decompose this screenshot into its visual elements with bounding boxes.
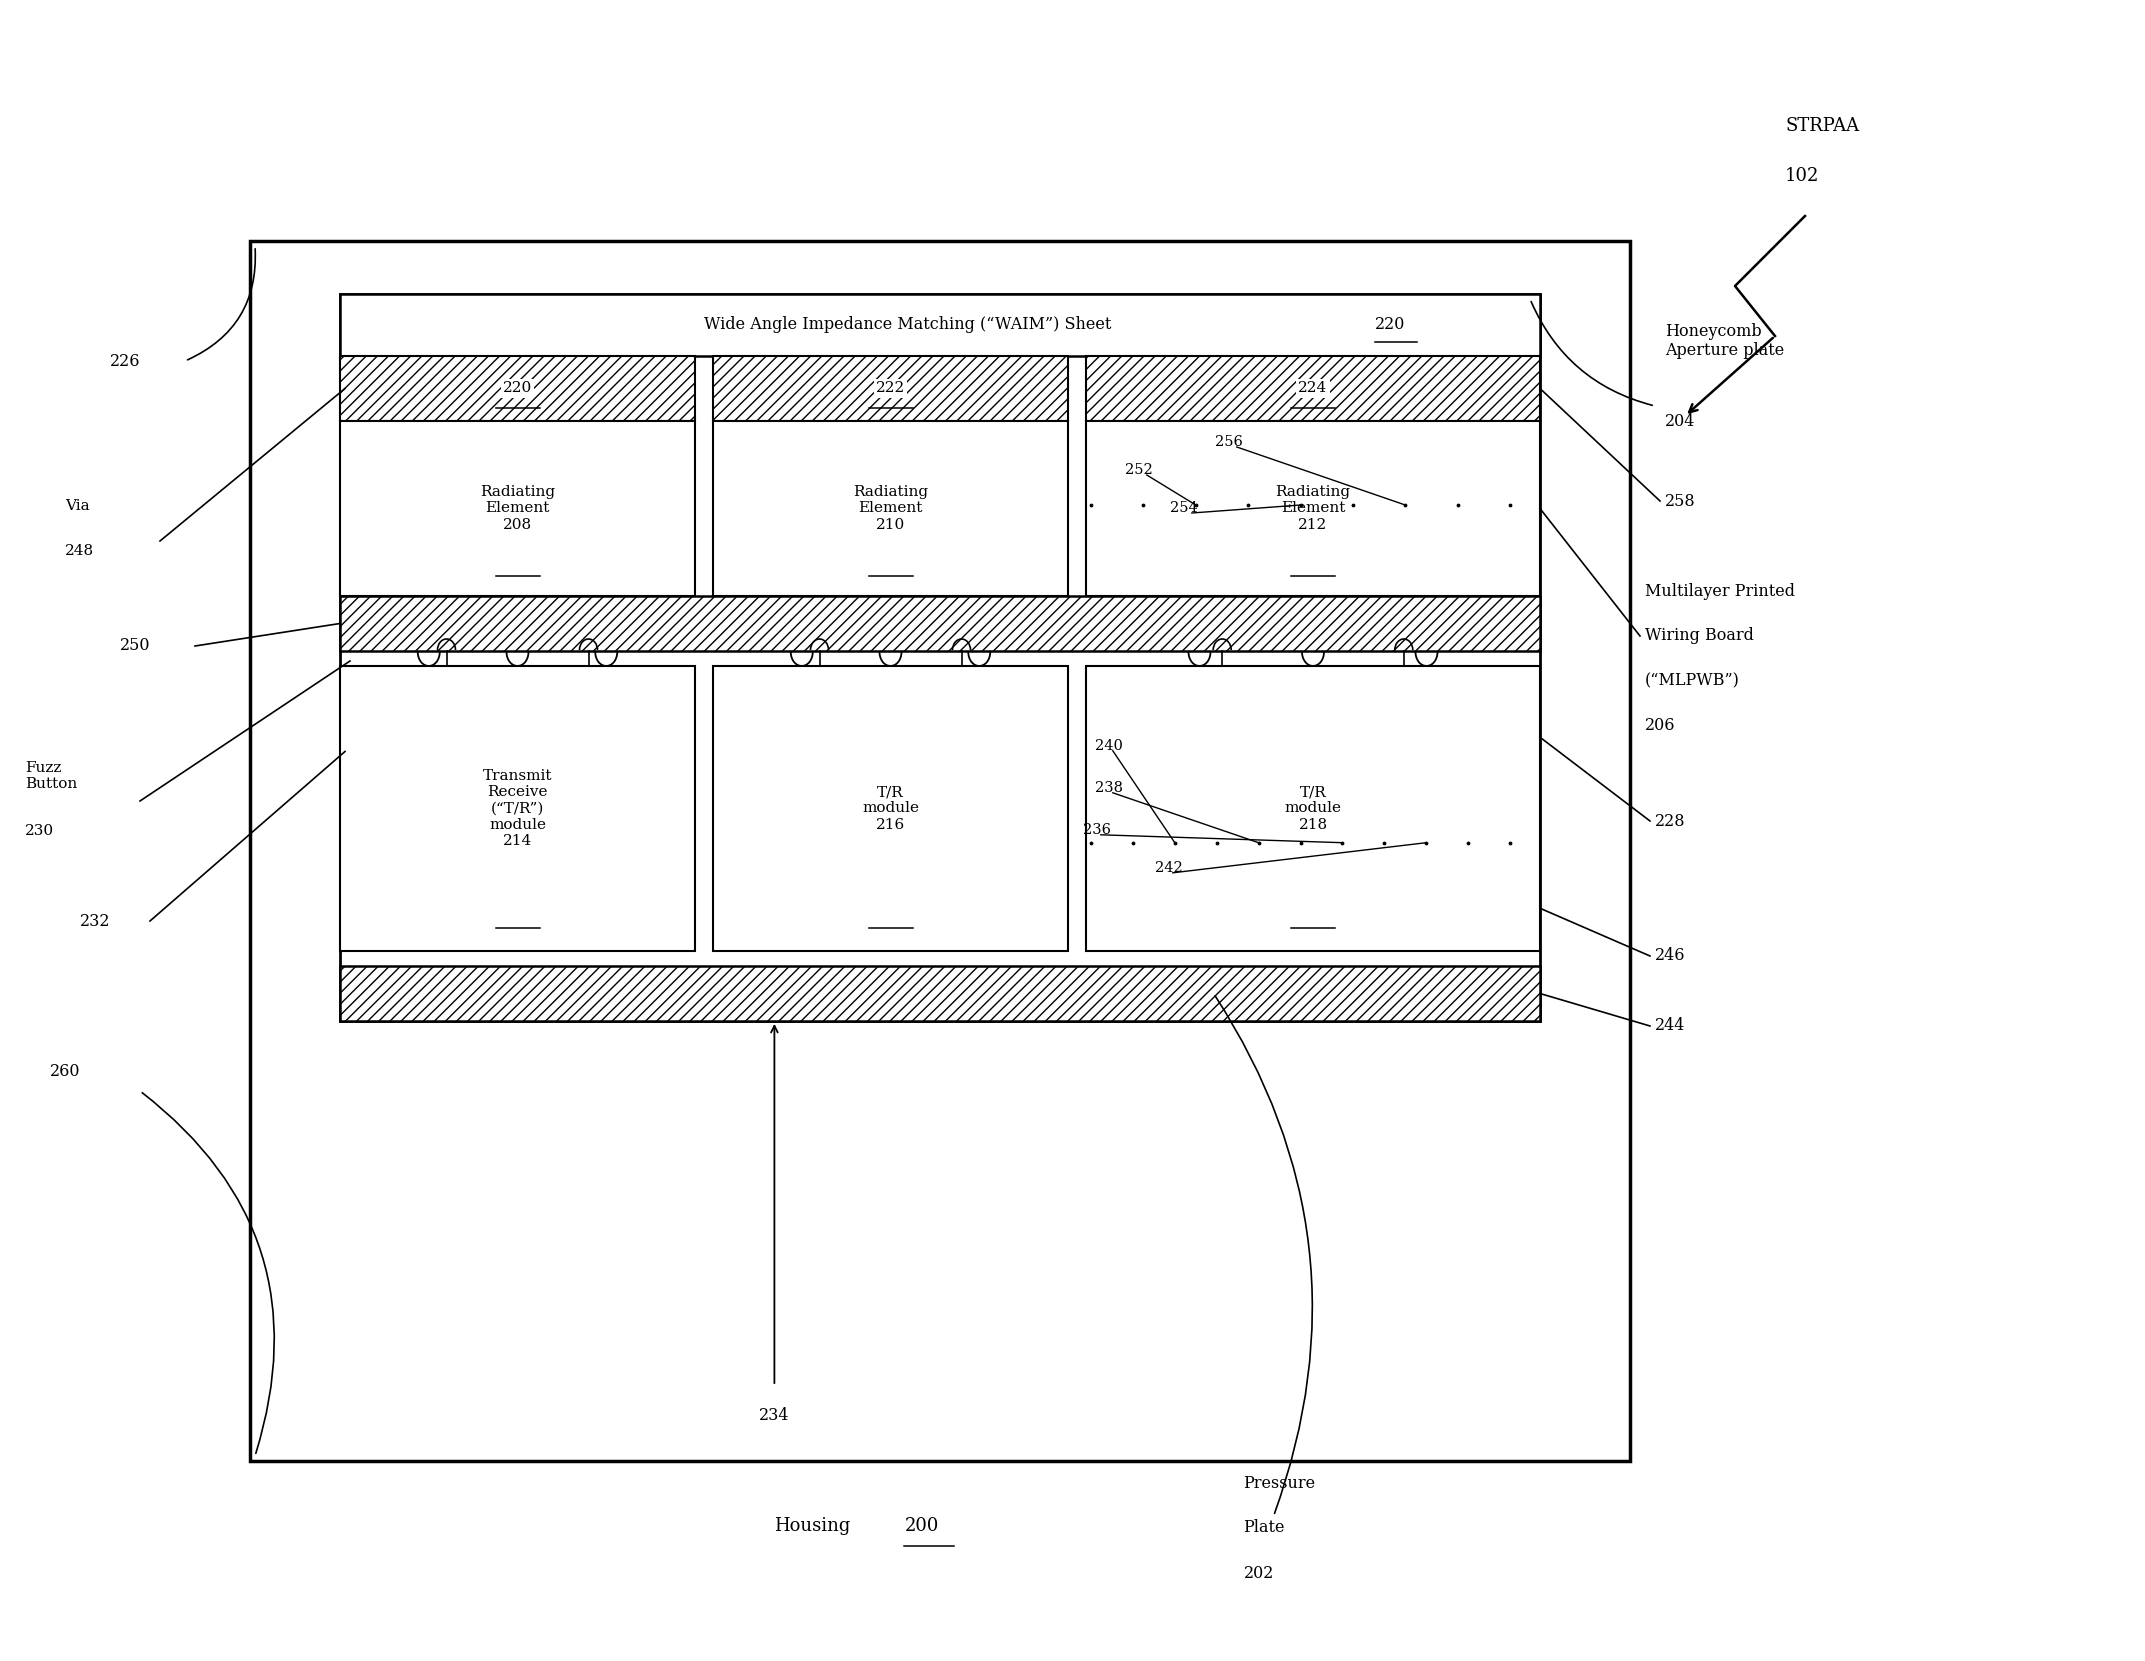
Text: 202: 202 xyxy=(1244,1566,1274,1583)
Text: 242: 242 xyxy=(1154,860,1182,875)
Bar xyxy=(341,666,695,952)
Text: 232: 232 xyxy=(79,912,112,930)
Text: 200: 200 xyxy=(905,1516,940,1535)
Bar xyxy=(712,666,1068,952)
Bar xyxy=(1085,666,1540,952)
Text: STRPAA: STRPAA xyxy=(1785,116,1860,135)
Text: 258: 258 xyxy=(1665,493,1697,510)
Bar xyxy=(712,355,1068,420)
Text: 240: 240 xyxy=(1094,739,1122,752)
Text: 230: 230 xyxy=(26,824,54,839)
Text: 236: 236 xyxy=(1083,822,1111,837)
Text: 204: 204 xyxy=(1665,412,1695,430)
Text: 224: 224 xyxy=(1298,382,1328,395)
Text: 228: 228 xyxy=(1656,812,1686,829)
Text: Radiating
Element
210: Radiating Element 210 xyxy=(854,485,929,532)
Text: Radiating
Element
208: Radiating Element 208 xyxy=(480,485,556,532)
Text: 252: 252 xyxy=(1124,463,1152,477)
Text: (“MLPWB”): (“MLPWB”) xyxy=(1645,673,1740,689)
Text: Honeycomb
Aperture plate: Honeycomb Aperture plate xyxy=(1665,322,1785,359)
Text: Fuzz
Button: Fuzz Button xyxy=(26,761,77,791)
Bar xyxy=(341,294,1540,1022)
Bar xyxy=(341,294,1540,355)
Text: 246: 246 xyxy=(1656,947,1686,965)
Bar xyxy=(712,420,1068,596)
Text: 256: 256 xyxy=(1214,435,1242,448)
Text: 238: 238 xyxy=(1094,781,1122,796)
Text: Pressure: Pressure xyxy=(1244,1475,1315,1493)
Bar xyxy=(341,420,695,596)
Text: 254: 254 xyxy=(1169,502,1197,515)
Bar xyxy=(341,355,695,420)
Text: 248: 248 xyxy=(64,545,94,558)
Text: Via: Via xyxy=(64,498,90,513)
Text: 250: 250 xyxy=(120,638,150,654)
Text: 244: 244 xyxy=(1656,1018,1686,1035)
Text: 102: 102 xyxy=(1785,168,1819,184)
Text: Housing: Housing xyxy=(774,1516,852,1535)
Text: Wide Angle Impedance Matching (“WAIM”) Sheet: Wide Angle Impedance Matching (“WAIM”) S… xyxy=(704,317,1115,334)
Bar xyxy=(341,967,1540,1022)
Text: Transmit
Receive
(“T/R”)
module
214: Transmit Receive (“T/R”) module 214 xyxy=(483,769,551,847)
Text: 234: 234 xyxy=(759,1407,789,1425)
Text: T/R
module
216: T/R module 216 xyxy=(862,786,918,832)
Text: Plate: Plate xyxy=(1244,1520,1285,1536)
Bar xyxy=(1085,420,1540,596)
Bar xyxy=(341,596,1540,651)
Text: Radiating
Element
212: Radiating Element 212 xyxy=(1276,485,1351,532)
Bar xyxy=(1085,355,1540,420)
Text: Wiring Board: Wiring Board xyxy=(1645,628,1755,644)
Text: 206: 206 xyxy=(1645,718,1675,734)
Text: 220: 220 xyxy=(1375,317,1405,334)
Text: 260: 260 xyxy=(49,1063,82,1080)
Text: Multilayer Printed: Multilayer Printed xyxy=(1645,583,1795,600)
Text: T/R
module
218: T/R module 218 xyxy=(1285,786,1341,832)
Bar xyxy=(251,241,1630,1462)
Text: 226: 226 xyxy=(109,352,142,369)
Text: 220: 220 xyxy=(502,382,532,395)
Text: 222: 222 xyxy=(875,382,905,395)
